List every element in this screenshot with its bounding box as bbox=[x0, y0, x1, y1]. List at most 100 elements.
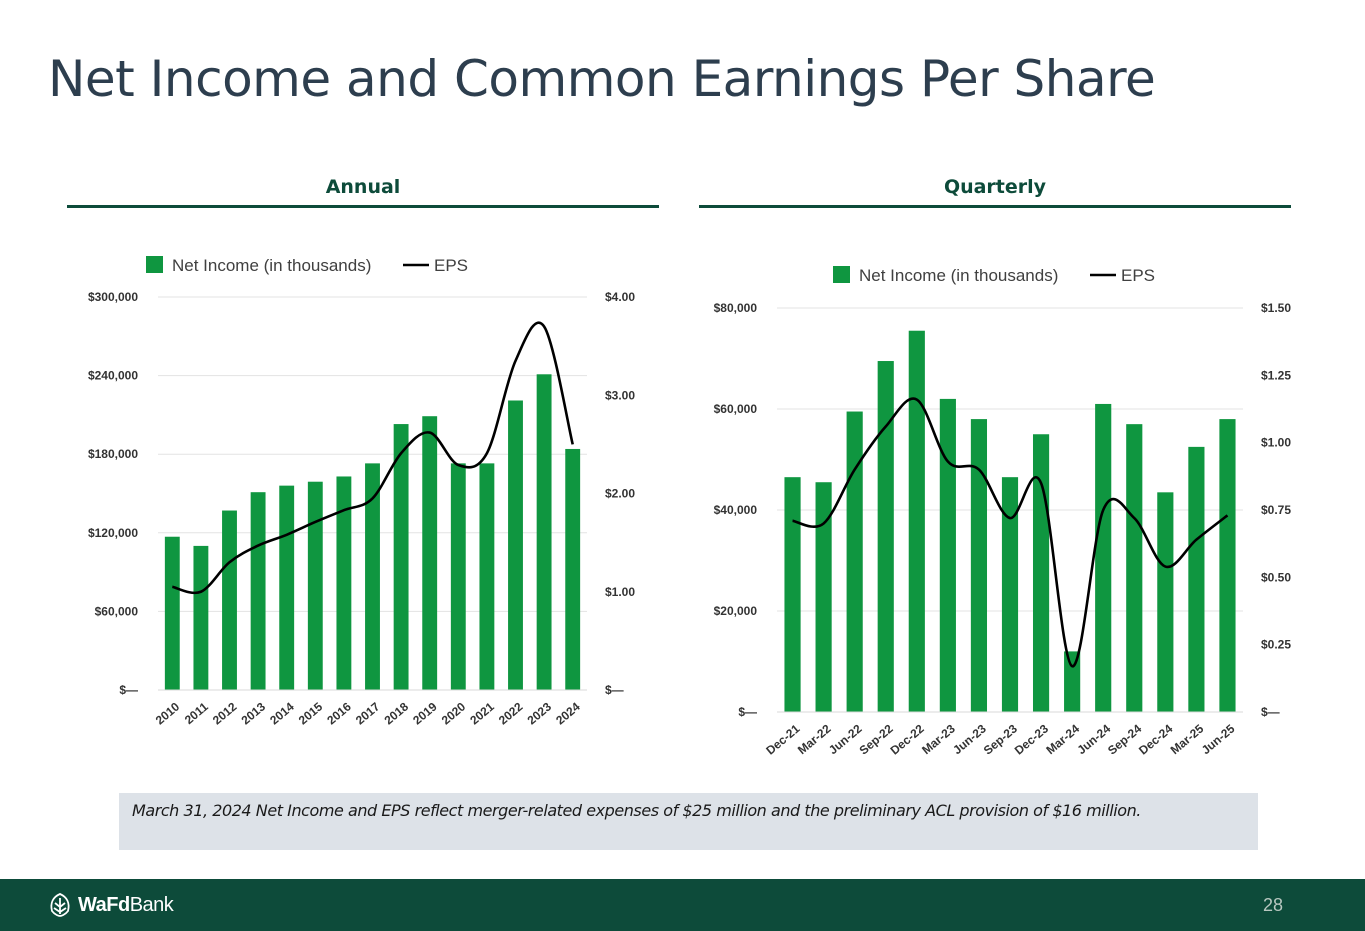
x-tick-label: Mar-24 bbox=[1043, 721, 1082, 757]
wafd-logo-wordmark: WaFdBank bbox=[78, 893, 174, 916]
y-left-tick-label: $60,000 bbox=[95, 604, 139, 618]
y-left-tick-label: $60,000 bbox=[714, 402, 758, 416]
y-right-tick-label: $1.00 bbox=[1261, 436, 1291, 450]
y-right-tick-label: $2.00 bbox=[605, 487, 635, 501]
y-right-tick-label: $— bbox=[1261, 705, 1280, 719]
section-title-annual: Annual bbox=[325, 176, 401, 198]
bar-net-income bbox=[479, 463, 495, 690]
legend-label-eps: EPS bbox=[1121, 266, 1155, 285]
bar-net-income bbox=[815, 482, 832, 712]
eps-line bbox=[792, 397, 1229, 668]
y-left-tick-label: $180,000 bbox=[88, 447, 138, 461]
x-tick-label: Mar-22 bbox=[795, 721, 834, 757]
x-tick-label: 2010 bbox=[153, 699, 183, 727]
quarterly-chart: $— $20,000 $40,000 $60,000 $80,000 $— $0.25 $0.… bbox=[714, 266, 1291, 758]
section-title-quarterly: Quarterly bbox=[943, 176, 1047, 198]
y-left-tick-label: $120,000 bbox=[88, 526, 138, 540]
bar-net-income bbox=[784, 477, 801, 712]
footnote-box: March 31, 2024 Net Income and EPS reflec… bbox=[119, 793, 1258, 850]
x-tick-label: 2014 bbox=[267, 699, 297, 727]
bar-net-income bbox=[1064, 651, 1081, 712]
annual-chart: $— $60,000 $120,000 $180,000 $240,000 $300,00… bbox=[88, 256, 635, 727]
x-tick-label: Sep-22 bbox=[857, 721, 896, 757]
legend-swatch-net-income bbox=[146, 256, 163, 273]
bar-net-income bbox=[307, 481, 323, 690]
y-left-tick-label: $40,000 bbox=[714, 503, 758, 517]
bar-net-income bbox=[250, 492, 266, 690]
bar-net-income bbox=[846, 411, 863, 712]
legend-swatch-net-income bbox=[833, 266, 850, 283]
x-tick-label: Dec-24 bbox=[1136, 721, 1175, 757]
y-right-tick-label: $3.00 bbox=[605, 388, 635, 402]
legend-label-eps: EPS bbox=[434, 256, 468, 275]
bar-net-income bbox=[939, 398, 956, 712]
page-number: 28 bbox=[1262, 895, 1283, 915]
x-tick-label: Dec-22 bbox=[888, 721, 927, 757]
page-title: Net Income and Common Earnings Per Share bbox=[48, 50, 1156, 108]
y-left-tick-label: $80,000 bbox=[714, 301, 758, 315]
bar-net-income bbox=[508, 400, 523, 690]
bar-net-income bbox=[365, 463, 380, 690]
y-right-tick-label: $1.25 bbox=[1261, 368, 1291, 382]
footnote-text: March 31, 2024 Net Income and EPS reflec… bbox=[132, 801, 1141, 820]
x-tick-label: Jun-24 bbox=[1074, 721, 1113, 757]
x-tick-label: 2020 bbox=[439, 699, 469, 727]
bar-net-income bbox=[336, 476, 352, 690]
eps-line bbox=[171, 321, 574, 595]
bar-net-income bbox=[450, 463, 466, 690]
y-right-tick-label: $0.75 bbox=[1261, 503, 1291, 517]
x-tick-label: 2013 bbox=[239, 699, 269, 727]
x-tick-label: Sep-23 bbox=[981, 721, 1020, 757]
wafd-leaf-icon bbox=[50, 893, 70, 917]
y-left-tick-label: $— bbox=[119, 683, 138, 697]
x-tick-label: 2018 bbox=[382, 699, 412, 727]
section-divider-annual bbox=[67, 205, 659, 208]
y-left-tick-label: $— bbox=[738, 705, 757, 719]
bar-net-income bbox=[1219, 419, 1236, 712]
section-divider-quarterly bbox=[699, 205, 1291, 208]
bar-net-income bbox=[393, 424, 409, 690]
x-tick-label: 2022 bbox=[496, 699, 526, 727]
bar-net-income bbox=[970, 419, 988, 712]
y-right-tick-label: $1.50 bbox=[1261, 301, 1291, 315]
bar-net-income bbox=[193, 545, 209, 690]
y-right-tick-label: $0.50 bbox=[1261, 570, 1291, 584]
bar-net-income bbox=[422, 416, 438, 690]
x-tick-label: 2012 bbox=[210, 699, 240, 727]
bar-net-income bbox=[877, 361, 894, 712]
bar-net-income bbox=[908, 330, 925, 712]
bar-net-income bbox=[1095, 403, 1112, 712]
y-right-tick-label: $1.00 bbox=[605, 585, 635, 599]
x-tick-label: 2015 bbox=[296, 699, 326, 727]
legend-label-net-income: Net Income (in thousands) bbox=[859, 266, 1058, 285]
x-tick-label: Sep-24 bbox=[1105, 721, 1144, 757]
y-left-tick-label: $240,000 bbox=[88, 369, 138, 383]
y-right-tick-label: $4.00 bbox=[605, 290, 635, 304]
x-tick-label: Dec-21 bbox=[763, 721, 802, 757]
bar-net-income bbox=[1032, 434, 1050, 712]
x-tick-label: 2016 bbox=[324, 699, 354, 727]
x-tick-label: 2019 bbox=[410, 699, 440, 727]
x-tick-label: 2021 bbox=[467, 699, 497, 727]
bar-net-income bbox=[565, 448, 581, 690]
x-tick-label: Dec-23 bbox=[1012, 721, 1051, 757]
bar-net-income bbox=[1188, 446, 1205, 712]
legend-label-net-income: Net Income (in thousands) bbox=[172, 256, 371, 275]
y-left-tick-label: $300,000 bbox=[88, 290, 138, 304]
x-tick-label: 2011 bbox=[182, 699, 211, 727]
x-tick-label: 2024 bbox=[553, 699, 583, 727]
footer-bar: WaFdBank 28 bbox=[0, 879, 1365, 931]
bar-net-income bbox=[1001, 477, 1019, 712]
bar-net-income bbox=[279, 485, 295, 690]
x-tick-label: Jun-22 bbox=[826, 721, 865, 757]
x-tick-label: 2023 bbox=[525, 699, 555, 727]
bar-net-income bbox=[536, 374, 552, 690]
y-left-tick-label: $20,000 bbox=[714, 604, 758, 618]
bar-net-income bbox=[164, 536, 180, 690]
x-tick-label: 2017 bbox=[353, 699, 383, 727]
bar-net-income bbox=[1126, 424, 1143, 712]
x-tick-label: Mar-23 bbox=[919, 721, 958, 757]
y-right-tick-label: $0.25 bbox=[1261, 638, 1291, 652]
bar-net-income bbox=[1157, 492, 1174, 712]
wafd-logo: WaFdBank bbox=[46, 891, 174, 919]
